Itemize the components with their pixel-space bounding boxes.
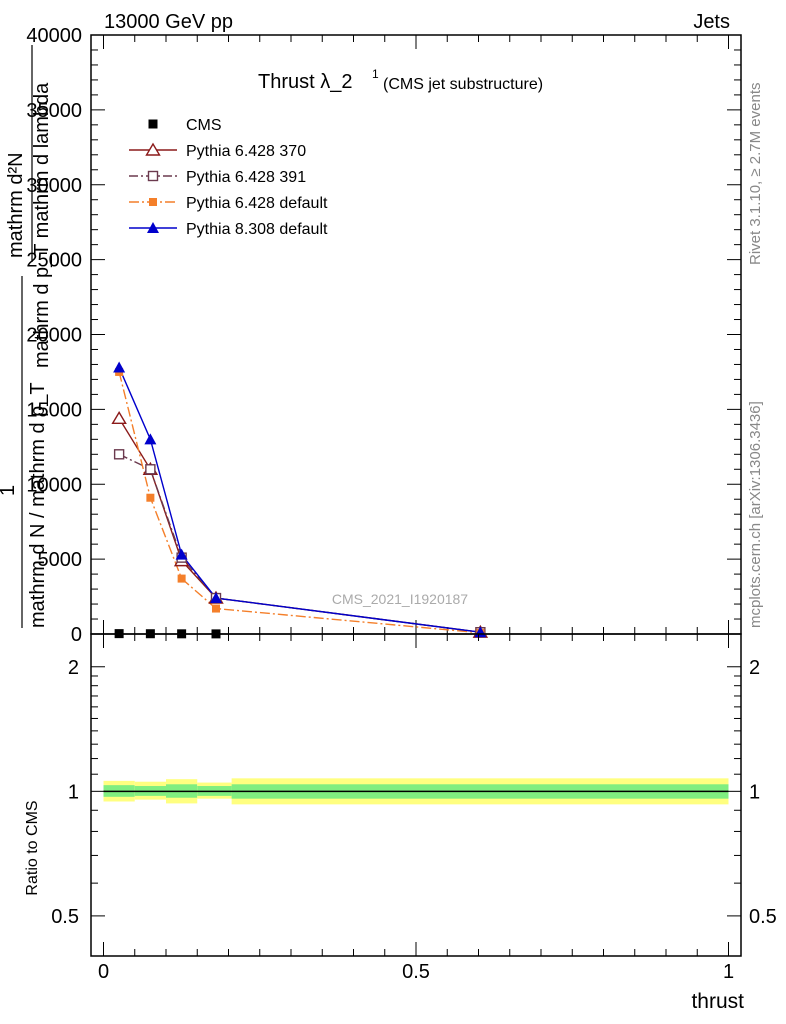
y-tick-label-ratio: 0.5	[51, 906, 79, 928]
legend-label: Pythia 6.428 391	[186, 169, 306, 186]
legend-marker-pdef	[149, 198, 157, 206]
mcplots-credit-text: mcplots.cern.ch [arXiv:1306.3436]	[747, 401, 764, 628]
data-point-p8	[175, 548, 188, 560]
data-point-p370	[111, 410, 127, 425]
y-tick-label-ratio-right: 1	[749, 781, 760, 803]
legend-label: Pythia 6.428 370	[186, 143, 306, 160]
y-tick-label-ratio-right: 2	[749, 657, 760, 679]
title-superscript: 1	[372, 67, 379, 81]
y-tick-label-main: 40000	[26, 25, 82, 47]
analysis-watermark: CMS_2021_I1920187	[332, 591, 468, 607]
y-axis-label-main: mathrm d²N mathrm d p_T mathrm d lambda …	[0, 45, 53, 628]
y-tick-label-main: 20000	[26, 325, 82, 347]
data-point-p391	[113, 449, 125, 460]
data-point-pdef	[146, 493, 155, 502]
data-point-p391	[145, 464, 156, 475]
x-tick-label: 0	[98, 961, 109, 983]
y-tick-label-main: 15000	[26, 399, 82, 421]
legend-label: CMS	[186, 117, 222, 134]
main-panel: 0 5000 10000 15000 20000 25000 30000 35000 40000	[26, 25, 742, 646]
y-tick-label-main: 30000	[26, 175, 82, 197]
y-tick-label-main: 35000	[26, 100, 82, 122]
legend-marker-p391	[147, 170, 159, 182]
header-process: 13000 GeV pp	[104, 11, 233, 33]
data-point-pdef	[212, 604, 220, 613]
ylabel-line3: 1	[0, 485, 19, 496]
ylabel-line1: mathrm d²N	[5, 152, 27, 258]
title-subtitle: (CMS jet substructure)	[383, 76, 543, 93]
ylabel-line2: mathrm d p_T mathrm d lambda	[31, 82, 53, 368]
y-tick-label-ratio: 2	[68, 657, 79, 679]
data-point-p8	[210, 592, 222, 604]
data-point-pdef	[177, 574, 186, 583]
legend: CMS Pythia 6.428 370 Pythia 6.428 391 Pythi…	[129, 117, 328, 238]
y-tick-label-main: 5000	[38, 549, 83, 571]
legend-marker-p370	[145, 142, 161, 156]
legend-label: Pythia 6.428 default	[186, 195, 328, 212]
y-tick-label-ratio: 1	[68, 781, 79, 803]
y-tick-label-main: 25000	[26, 250, 82, 272]
y-tick-label-ratio-right: 0.5	[749, 906, 777, 928]
ylabel-line4: mathrm d N / mathrm d p_T	[27, 382, 49, 628]
legend-marker-data	[148, 119, 158, 129]
x-axis-label: thrust	[691, 990, 744, 1013]
y-tick-label-main: 10000	[26, 474, 82, 496]
y-tick-label-main: 0	[71, 624, 82, 646]
header-category: Jets	[693, 11, 730, 33]
title-main: Thrust λ_2	[258, 71, 352, 93]
x-tick-label: 1	[723, 961, 734, 983]
plot-title: Thrust λ_2 1 (CMS jet substructure)	[258, 67, 543, 93]
data-point-p8	[113, 361, 126, 373]
series-line-p391	[118, 453, 481, 633]
data-point-p8	[144, 433, 157, 445]
x-tick-label: 0.5	[402, 961, 430, 983]
y-axis-label-ratio: Ratio to CMS	[24, 800, 41, 895]
legend-marker-p8	[147, 222, 159, 233]
ratio-panel: 0 0.5 1 0.5 0.5 1 1 2 2	[51, 633, 777, 983]
legend-label: Pythia 8.308 default	[186, 221, 328, 238]
rivet-version-text: Rivet 3.1.10, ≥ 2.7M events	[747, 83, 764, 266]
